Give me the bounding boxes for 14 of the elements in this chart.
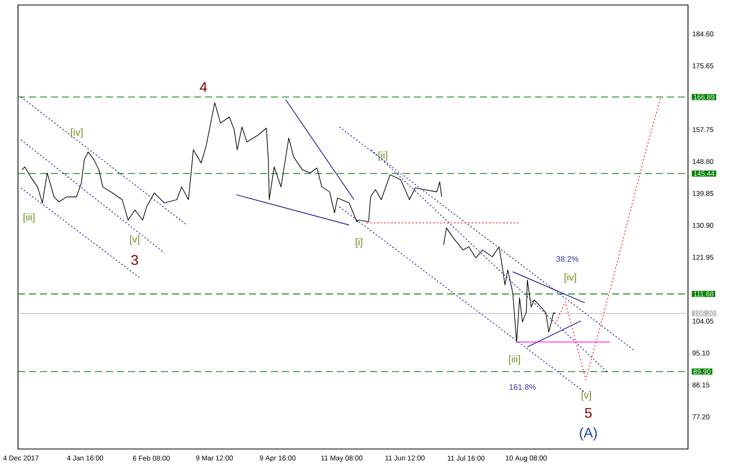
annotation: 38.2% [556, 256, 578, 262]
annotation: [v] [582, 391, 591, 401]
annotation: [iv] [564, 273, 576, 283]
annotation: [i] [356, 238, 362, 248]
annotation: 161.8% [510, 384, 536, 390]
annotation: [ii] [378, 151, 388, 161]
annotation: 5 [584, 408, 592, 418]
annotation: [iii] [24, 213, 34, 223]
annotation: (A) [580, 427, 597, 440]
annotation: [v] [130, 235, 140, 245]
annotation: [iv] [71, 128, 83, 138]
annotation: [iii] [509, 355, 520, 365]
annotation: 4 [200, 82, 207, 92]
annotation: 3 [131, 255, 138, 265]
